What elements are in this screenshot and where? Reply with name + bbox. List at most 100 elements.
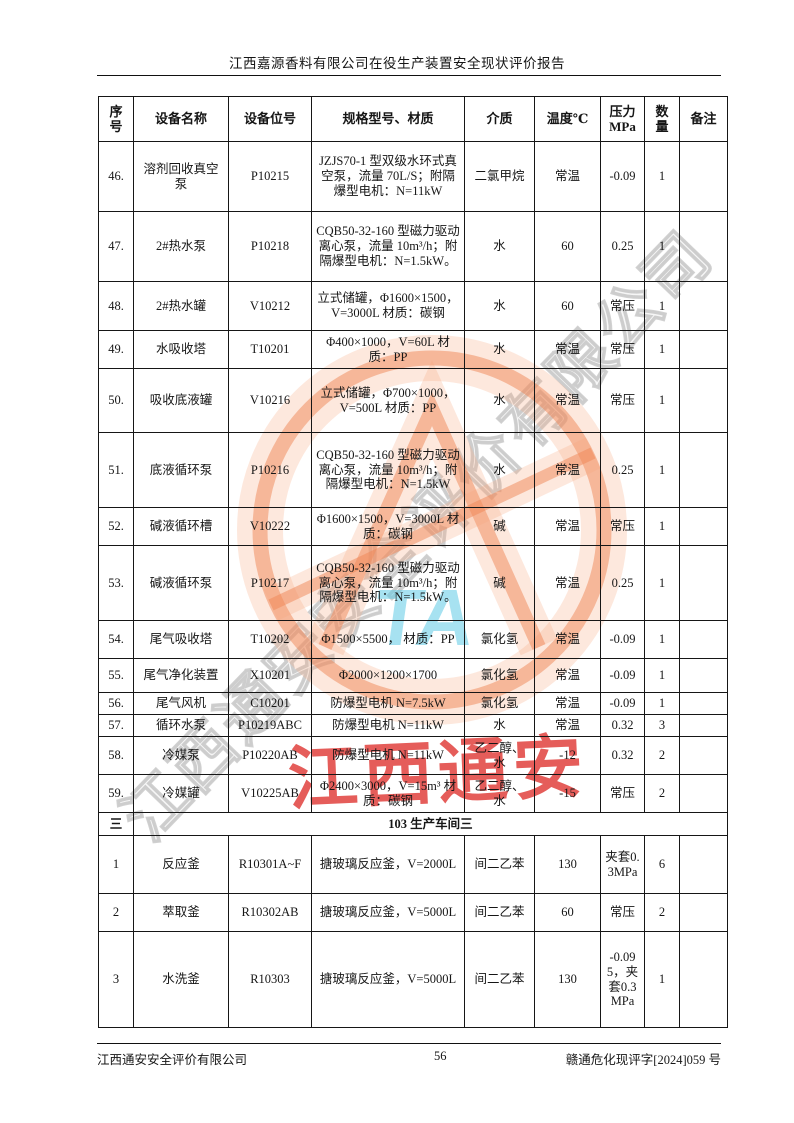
cell-spec: 防爆型电机 N=7.5kW: [311, 692, 465, 715]
cell-tag-number: P10215: [228, 141, 312, 212]
cell-equipment-name: 2#热水罐: [133, 281, 229, 331]
cell-index: 57.: [98, 714, 134, 737]
cell-note: [679, 141, 728, 212]
cell-index: 48.: [98, 281, 134, 331]
cell-note: [679, 835, 728, 894]
cell-temperature: 常温: [534, 658, 601, 693]
table-row: 2 萃取釜 R10302AB 搪玻璃反应釜，V=5000L 间二乙苯 60 常压 2: [98, 893, 728, 932]
cell-quantity: 1: [644, 330, 680, 369]
cell-index: 58.: [98, 736, 134, 775]
cell-spec: 搪玻璃反应釜，V=2000L: [311, 835, 465, 894]
table-row: 57. 循环水泵 P10219ABC 防爆型电机 N=11kW 水常温 0.32 3: [98, 714, 728, 737]
cell-spec: CQB50-32-160 型磁力驱动离心泵，流量 10m³/h；附隔爆型电机：N…: [311, 545, 465, 621]
cell-quantity: 1: [644, 620, 680, 659]
cell-index: 47.: [98, 211, 134, 282]
footer-company-name: 江西通安安全评价有限公司: [97, 1053, 248, 1067]
cell-note: [679, 736, 728, 775]
page-title: 江西嘉源香料有限公司在役生产装置安全现状评价报告: [229, 56, 565, 71]
cell-tag-number: R10302AB: [228, 893, 312, 932]
cell-index: 52.: [98, 507, 134, 546]
cell-pressure: 0.32: [600, 736, 645, 775]
cell-equipment-name: 尾气吸收塔: [133, 620, 229, 659]
cell-note: [679, 658, 728, 693]
cell-spec: 立式储罐，Φ700×1000，V=500L 材质：PP: [311, 368, 465, 433]
table-row: 51. 底液循环泵 P10216 CQB50-32-160 型磁力驱动离心泵，流量 1…: [98, 432, 728, 508]
cell-note: [679, 432, 728, 508]
cell-spec: 防爆型电机 N=11kW: [311, 736, 465, 775]
cell-equipment-name: 尾气风机: [133, 692, 229, 715]
table-row: 46. 溶剂回收真空泵 P10215 JZJS70-1 型双级水环式真空泵，流量 70…: [98, 141, 728, 212]
cell-equipment-name: 吸收底液罐: [133, 368, 229, 433]
cell-tag-number: R10301A~F: [228, 835, 312, 894]
cell-quantity: 3: [644, 714, 680, 737]
column-header-0: 序 号: [98, 96, 134, 142]
column-header-5: 温度℃: [534, 96, 601, 142]
cell-tag-number: V10222: [228, 507, 312, 546]
cell-tag-number: P10220AB: [228, 736, 312, 775]
cell-quantity: 1: [644, 368, 680, 433]
cell-quantity: 2: [644, 774, 680, 813]
cell-index: 3: [98, 931, 134, 1028]
table-row: 56. 尾气风机 C10201 防爆型电机 N=7.5kW 氯化氢 常温 -0.09 1: [98, 692, 728, 715]
cell-temperature: 130: [534, 931, 601, 1028]
cell-quantity: 1: [644, 545, 680, 621]
column-header-2: 设备位号: [228, 96, 312, 142]
cell-equipment-name: 底液循环泵: [133, 432, 229, 508]
cell-quantity: 2: [644, 893, 680, 932]
cell-medium: 水: [464, 368, 535, 433]
cell-medium: 氯化氢: [464, 658, 535, 693]
cell-temperature: 60: [534, 211, 601, 282]
cell-section-index: 三: [98, 812, 134, 836]
cell-equipment-name: 碱液循环槽: [133, 507, 229, 546]
cell-spec: Φ1500×5500， 材质：PP: [311, 620, 465, 659]
table-header: 序 号设备名称 设备位号 规格型号、材质 介质 温度℃ 压力 MPa 数 量备注: [98, 96, 728, 142]
cell-section-title: 103 生产车间三: [133, 812, 728, 836]
table-row: 47. 2#热水泵 P10218 CQB50-32-160 型磁力驱动离心泵，流量 1…: [98, 211, 728, 282]
cell-temperature: 常温: [534, 714, 601, 737]
cell-pressure: 常压: [600, 281, 645, 331]
cell-spec: CQB50-32-160 型磁力驱动离心泵，流量 10m³/h；附隔爆型电机：N…: [311, 432, 465, 508]
cell-index: 59.: [98, 774, 134, 813]
cell-spec: JZJS70-1 型双级水环式真空泵，流量 70L/S；附隔爆型电机：N=11k…: [311, 141, 465, 212]
cell-tag-number: P10219ABC: [228, 714, 312, 737]
cell-tag-number: R10303: [228, 931, 312, 1028]
cell-pressure: 常压: [600, 893, 645, 932]
cell-medium: 碱: [464, 545, 535, 621]
cell-pressure: 0.25: [600, 545, 645, 621]
cell-medium: 乙二醇、水: [464, 736, 535, 775]
cell-equipment-name: 水吸收塔: [133, 330, 229, 369]
cell-pressure: 常压: [600, 507, 645, 546]
cell-tag-number: X10201: [228, 658, 312, 693]
cell-quantity: 1: [644, 931, 680, 1028]
column-header-3: 规格型号、材质: [311, 96, 465, 142]
cell-medium: 水: [464, 281, 535, 331]
cell-pressure: 夹套0.3MPa: [600, 835, 645, 894]
cell-tag-number: V10216: [228, 368, 312, 433]
cell-tag-number: P10216: [228, 432, 312, 508]
cell-quantity: 2: [644, 736, 680, 775]
cell-equipment-name: 萃取釜: [133, 893, 229, 932]
column-header-6: 压力 MPa: [600, 96, 645, 142]
cell-pressure: -0.09: [600, 658, 645, 693]
cell-pressure: 常压: [600, 368, 645, 433]
table-row: 53. 碱液循环泵 P10217 CQB50-32-160 型磁力驱动离心泵，流量 1…: [98, 545, 728, 621]
cell-temperature: 130: [534, 835, 601, 894]
cell-index: 55.: [98, 658, 134, 693]
cell-equipment-name: 水洗釜: [133, 931, 229, 1028]
cell-medium: 二氯甲烷: [464, 141, 535, 212]
cell-note: [679, 692, 728, 715]
cell-note: [679, 507, 728, 546]
cell-medium: 间二乙苯: [464, 893, 535, 932]
cell-temperature: 常温: [534, 545, 601, 621]
cell-note: [679, 931, 728, 1028]
cell-note: [679, 330, 728, 369]
cell-equipment-name: 反应釜: [133, 835, 229, 894]
cell-index: 53.: [98, 545, 134, 621]
cell-pressure: -0.09: [600, 692, 645, 715]
cell-temperature: 60: [534, 281, 601, 331]
cell-medium: 水: [464, 432, 535, 508]
cell-pressure: 0.25: [600, 432, 645, 508]
cell-note: [679, 545, 728, 621]
cell-medium: 水: [464, 211, 535, 282]
